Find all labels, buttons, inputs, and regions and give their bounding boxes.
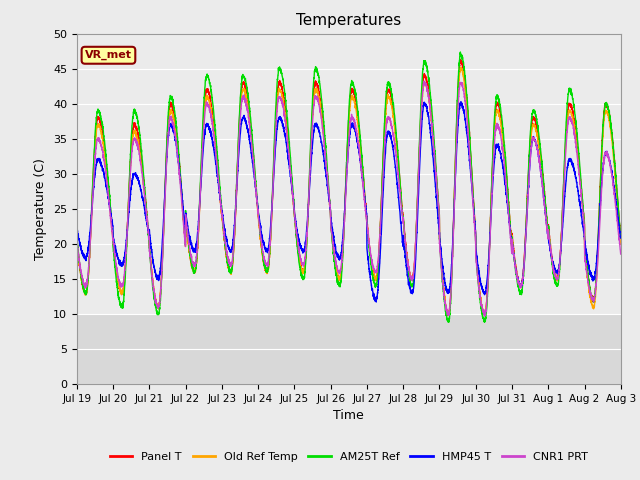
HMP45 T xyxy=(171,132,179,138)
CNR1 PRT xyxy=(502,176,509,182)
Panel T xyxy=(171,114,179,120)
HMP45 T xyxy=(502,184,509,190)
Panel T xyxy=(444,312,452,318)
CNR1 PRT xyxy=(73,236,81,242)
Legend: Panel T, Old Ref Temp, AM25T Ref, HMP45 T, CNR1 PRT: Panel T, Old Ref Temp, AM25T Ref, HMP45 … xyxy=(106,447,592,466)
Panel T xyxy=(328,235,336,241)
HMP45 T xyxy=(617,235,625,240)
HMP45 T xyxy=(457,99,465,105)
CNR1 PRT xyxy=(441,297,449,302)
Old Ref Temp xyxy=(471,216,479,222)
Panel T xyxy=(502,160,509,166)
Panel T xyxy=(73,234,81,240)
CNR1 PRT xyxy=(471,224,479,229)
HMP45 T xyxy=(471,218,479,224)
Text: VR_met: VR_met xyxy=(85,50,132,60)
X-axis label: Time: Time xyxy=(333,409,364,422)
AM25T Ref xyxy=(456,49,464,55)
CNR1 PRT xyxy=(616,247,624,252)
Panel T xyxy=(471,216,479,222)
AM25T Ref xyxy=(502,156,509,162)
Title: Temperatures: Temperatures xyxy=(296,13,401,28)
Old Ref Temp xyxy=(440,293,448,299)
Bar xyxy=(77,314,621,384)
Panel T xyxy=(616,229,624,235)
AM25T Ref xyxy=(328,240,336,245)
AM25T Ref xyxy=(171,108,179,114)
HMP45 T xyxy=(73,228,81,233)
CNR1 PRT xyxy=(420,79,428,84)
Panel T xyxy=(457,57,465,62)
Old Ref Temp xyxy=(502,166,509,172)
Old Ref Temp xyxy=(73,237,81,243)
Line: CNR1 PRT: CNR1 PRT xyxy=(77,82,621,316)
Old Ref Temp xyxy=(328,237,336,242)
Line: HMP45 T: HMP45 T xyxy=(77,102,621,302)
Old Ref Temp xyxy=(171,123,179,129)
Old Ref Temp xyxy=(617,241,625,247)
Line: AM25T Ref: AM25T Ref xyxy=(77,52,621,323)
CNR1 PRT xyxy=(617,251,625,257)
CNR1 PRT xyxy=(328,234,336,240)
AM25T Ref xyxy=(471,218,479,224)
HMP45 T xyxy=(328,226,336,231)
Old Ref Temp xyxy=(481,312,488,318)
Line: Panel T: Panel T xyxy=(77,60,621,315)
AM25T Ref xyxy=(73,235,81,240)
AM25T Ref xyxy=(616,230,624,236)
Old Ref Temp xyxy=(457,65,465,71)
AM25T Ref xyxy=(617,235,625,240)
HMP45 T xyxy=(441,275,449,281)
Panel T xyxy=(440,292,448,298)
HMP45 T xyxy=(616,234,624,240)
AM25T Ref xyxy=(481,320,488,325)
CNR1 PRT xyxy=(171,129,179,134)
HMP45 T xyxy=(372,299,380,305)
CNR1 PRT xyxy=(481,313,488,319)
Panel T xyxy=(617,235,625,241)
Old Ref Temp xyxy=(616,238,624,243)
Y-axis label: Temperature (C): Temperature (C) xyxy=(35,158,47,260)
AM25T Ref xyxy=(440,299,448,304)
Line: Old Ref Temp: Old Ref Temp xyxy=(77,68,621,315)
